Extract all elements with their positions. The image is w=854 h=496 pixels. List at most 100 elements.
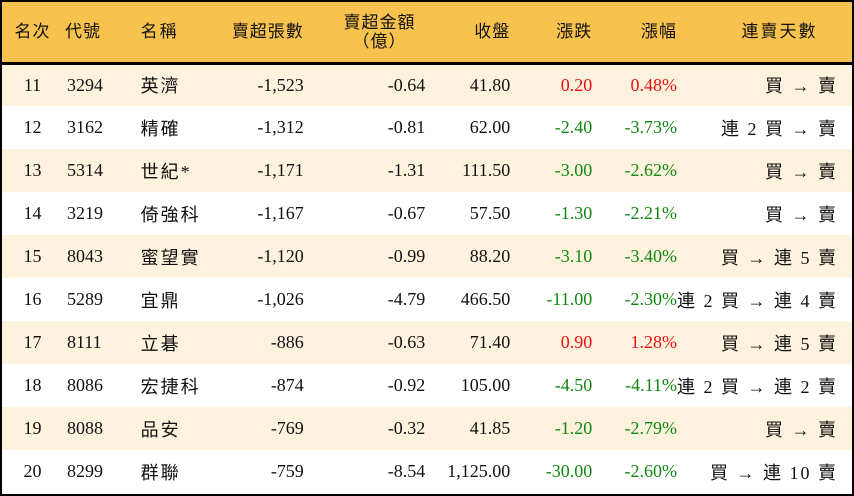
table-row: 13 5314 世紀* -1,171 -1.31 111.50 -3.00 -2… — [2, 149, 852, 192]
cell-rank: 16 — [23, 289, 42, 309]
cell-change-pct: -3.40% — [624, 246, 678, 266]
cell-net-sell-amount: -4.79 — [387, 289, 426, 309]
cell-change: -11.00 — [546, 289, 593, 309]
cell-name: 精確 — [140, 118, 181, 139]
header-name: 名稱 — [140, 22, 179, 42]
header-streak: 連賣天數 — [741, 22, 818, 42]
cell-net-sell-volume: -1,312 — [257, 117, 304, 137]
cell-net-sell-amount: -0.64 — [387, 74, 426, 95]
header-net-sell-amount-line2: （億） — [352, 31, 407, 51]
cell-change-pct: -3.73% — [624, 117, 678, 137]
cell-change: -1.30 — [554, 203, 593, 223]
cell-streak: 買 → 賣 — [765, 76, 838, 97]
table-row: 12 3162 精確 -1,312 -0.81 62.00 -2.40 -3.7… — [2, 106, 852, 149]
header-code: 代號 — [64, 22, 101, 42]
cell-code: 8299 — [66, 461, 103, 481]
cell-name: 品安 — [140, 419, 181, 440]
cell-streak: 買 → 連 10 賣 — [710, 462, 838, 483]
cell-change: -3.10 — [554, 246, 593, 266]
header-change: 漲跌 — [556, 22, 593, 42]
cell-net-sell-volume: -874 — [270, 375, 304, 395]
cell-change-pct: -4.11% — [625, 375, 677, 395]
table-row: 16 5289 宜鼎 -1,026 -4.79 466.50 -11.00 -2… — [2, 278, 852, 321]
cell-change-pct: -2.60% — [624, 461, 678, 481]
cell-close: 57.50 — [469, 203, 511, 223]
cell-net-sell-amount: -0.99 — [387, 246, 426, 266]
cell-streak: 買 → 賣 — [765, 419, 838, 440]
table-row: 19 8088 品安 -769 -0.32 41.85 -1.20 -2.79%… — [2, 407, 852, 450]
cell-net-sell-volume: -1,171 — [257, 160, 304, 180]
header-rank: 名次 — [14, 22, 51, 42]
header-row: 名次 代號 名稱 賣超張數 賣超金額 （億） 收盤 漲跌 漲幅 連賣天數 — [2, 2, 852, 63]
cell-close: 71.40 — [469, 332, 511, 352]
cell-streak: 買 → 賣 — [765, 204, 838, 225]
cell-code: 3219 — [66, 203, 103, 223]
table-row: 15 8043 蜜望實 -1,120 -0.99 88.20 -3.10 -3.… — [2, 235, 852, 278]
table-row: 14 3219 倚強科 -1,167 -0.67 57.50 -1.30 -2.… — [2, 192, 852, 235]
cell-close: 105.00 — [460, 375, 511, 395]
table-header: 名次 代號 名稱 賣超張數 賣超金額 （億） 收盤 漲跌 漲幅 連賣天數 — [2, 2, 852, 63]
cell-change: 0.90 — [560, 332, 593, 352]
cell-net-sell-amount: -1.31 — [387, 160, 426, 180]
cell-code: 8043 — [66, 246, 103, 266]
table-row: 20 8299 群聯 -759 -8.54 1,125.00 -30.00 -2… — [2, 450, 852, 493]
cell-name: 宜鼎 — [140, 290, 181, 311]
cell-code: 5314 — [66, 160, 103, 180]
cell-change: -2.40 — [554, 117, 593, 137]
cell-code: 5289 — [66, 289, 103, 309]
cell-net-sell-volume: -1,523 — [257, 74, 304, 95]
cell-rank: 12 — [23, 117, 42, 137]
cell-code: 3294 — [66, 74, 103, 95]
header-net-sell-amount-line1: 賣超金額 — [343, 12, 416, 32]
cell-net-sell-volume: -759 — [270, 461, 304, 481]
cell-net-sell-amount: -0.63 — [387, 332, 426, 352]
cell-name: 立碁 — [140, 333, 181, 354]
cell-streak: 連 2 買 → 連 2 賣 — [677, 376, 838, 397]
cell-streak: 連 2 買 → 連 4 賣 — [677, 290, 838, 311]
cell-close: 41.80 — [469, 74, 511, 95]
cell-net-sell-volume: -1,167 — [257, 203, 304, 223]
cell-net-sell-amount: -0.32 — [387, 418, 426, 438]
cell-close: 111.50 — [462, 160, 511, 180]
cell-code: 8088 — [66, 418, 103, 438]
header-net-sell-volume: 賣超張數 — [231, 22, 304, 42]
header-close: 收盤 — [474, 22, 511, 42]
cell-code: 8086 — [66, 375, 103, 395]
cell-name: 倚強科 — [140, 204, 201, 225]
cell-rank: 19 — [23, 418, 42, 438]
cell-streak: 買 → 連 5 賣 — [721, 333, 838, 354]
cell-close: 62.00 — [469, 117, 511, 137]
cell-net-sell-amount: -8.54 — [387, 461, 426, 481]
cell-streak: 連 2 買 → 賣 — [721, 118, 838, 139]
cell-close: 1,125.00 — [447, 461, 511, 481]
cell-name: 蜜望實 — [140, 247, 201, 268]
cell-name: 宏捷科 — [140, 376, 201, 397]
cell-change: 0.20 — [560, 74, 593, 95]
cell-rank: 14 — [23, 203, 42, 223]
cell-rank: 15 — [23, 246, 42, 266]
cell-close: 41.85 — [469, 418, 511, 438]
cell-rank: 11 — [23, 74, 42, 95]
cell-name: 群聯 — [140, 462, 181, 483]
cell-name: 世紀* — [140, 161, 192, 182]
cell-net-sell-volume: -1,026 — [257, 289, 304, 309]
cell-streak: 買 → 賣 — [765, 161, 838, 182]
table-row: 18 8086 宏捷科 -874 -0.92 105.00 -4.50 -4.1… — [2, 364, 852, 407]
cell-code: 3162 — [66, 117, 103, 137]
cell-change-pct: -2.62% — [624, 160, 678, 180]
cell-code: 8111 — [66, 332, 102, 352]
cell-change-pct: -2.79% — [624, 418, 678, 438]
header-net-sell-amount: 賣超金額 （億） — [304, 2, 425, 63]
cell-change-pct: -2.30% — [624, 289, 678, 309]
table-body: 11 3294 英濟 -1,523 -0.64 41.80 0.20 0.48%… — [2, 63, 852, 493]
table-row: 17 8111 立碁 -886 -0.63 71.40 0.90 1.28% 買… — [2, 321, 852, 364]
cell-net-sell-amount: -0.92 — [387, 375, 426, 395]
cell-rank: 13 — [23, 160, 42, 180]
cell-rank: 17 — [23, 332, 42, 352]
cell-streak: 買 → 連 5 賣 — [721, 247, 838, 268]
cell-change-pct: 1.28% — [630, 332, 678, 352]
cell-change: -30.00 — [545, 461, 593, 481]
cell-change: -4.50 — [554, 375, 593, 395]
